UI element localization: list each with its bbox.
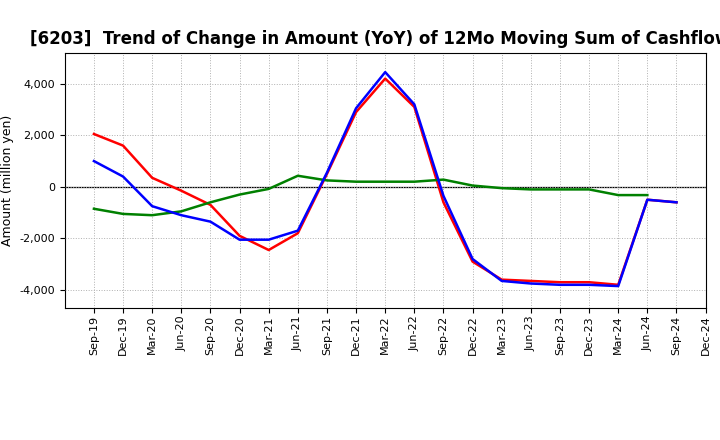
Free Cashflow: [410, 102, 418, 107]
Title: [6203]  Trend of Change in Amount (YoY) of 12Mo Moving Sum of Cashflows: [6203] Trend of Change in Amount (YoY) o…: [30, 30, 720, 48]
Investing Cashflow: [526, 187, 535, 192]
Operating Cashflow: [498, 277, 506, 282]
Free Cashflow: [614, 283, 623, 289]
Investing Cashflow: [352, 179, 361, 184]
Free Cashflow: [381, 70, 390, 75]
Investing Cashflow: [585, 187, 593, 192]
Investing Cashflow: [294, 173, 302, 178]
Investing Cashflow: [264, 186, 273, 191]
Operating Cashflow: [235, 233, 244, 238]
Free Cashflow: [119, 174, 127, 179]
Investing Cashflow: [439, 177, 448, 182]
Free Cashflow: [672, 200, 681, 205]
Investing Cashflow: [614, 192, 623, 198]
Free Cashflow: [323, 170, 331, 175]
Free Cashflow: [468, 257, 477, 262]
Line: Investing Cashflow: Investing Cashflow: [94, 176, 647, 215]
Operating Cashflow: [410, 104, 418, 110]
Free Cashflow: [439, 193, 448, 198]
Operating Cashflow: [556, 279, 564, 285]
Operating Cashflow: [264, 247, 273, 253]
Investing Cashflow: [177, 209, 186, 214]
Free Cashflow: [89, 158, 98, 164]
Free Cashflow: [498, 278, 506, 283]
Operating Cashflow: [643, 197, 652, 202]
Line: Free Cashflow: Free Cashflow: [94, 72, 677, 286]
Operating Cashflow: [439, 200, 448, 205]
Operating Cashflow: [352, 110, 361, 115]
Operating Cashflow: [614, 282, 623, 287]
Operating Cashflow: [381, 76, 390, 81]
Investing Cashflow: [323, 178, 331, 183]
Free Cashflow: [264, 237, 273, 242]
Operating Cashflow: [468, 259, 477, 264]
Investing Cashflow: [206, 200, 215, 205]
Operating Cashflow: [585, 279, 593, 285]
Operating Cashflow: [294, 231, 302, 236]
Investing Cashflow: [643, 192, 652, 198]
Operating Cashflow: [177, 188, 186, 193]
Free Cashflow: [294, 228, 302, 233]
Operating Cashflow: [148, 175, 156, 180]
Free Cashflow: [585, 282, 593, 287]
Investing Cashflow: [381, 179, 390, 184]
Operating Cashflow: [323, 171, 331, 176]
Operating Cashflow: [206, 202, 215, 208]
Free Cashflow: [643, 197, 652, 202]
Investing Cashflow: [89, 206, 98, 211]
Free Cashflow: [206, 219, 215, 224]
Free Cashflow: [235, 237, 244, 242]
Operating Cashflow: [526, 278, 535, 283]
Y-axis label: Amount (million yen): Amount (million yen): [1, 115, 14, 246]
Free Cashflow: [556, 282, 564, 287]
Free Cashflow: [148, 204, 156, 209]
Investing Cashflow: [468, 183, 477, 188]
Investing Cashflow: [556, 187, 564, 192]
Operating Cashflow: [119, 143, 127, 148]
Investing Cashflow: [148, 213, 156, 218]
Investing Cashflow: [498, 186, 506, 191]
Free Cashflow: [177, 213, 186, 218]
Free Cashflow: [526, 281, 535, 286]
Investing Cashflow: [235, 192, 244, 197]
Operating Cashflow: [672, 200, 681, 205]
Operating Cashflow: [89, 132, 98, 137]
Line: Operating Cashflow: Operating Cashflow: [94, 79, 677, 285]
Investing Cashflow: [410, 179, 418, 184]
Investing Cashflow: [119, 211, 127, 216]
Free Cashflow: [352, 106, 361, 111]
